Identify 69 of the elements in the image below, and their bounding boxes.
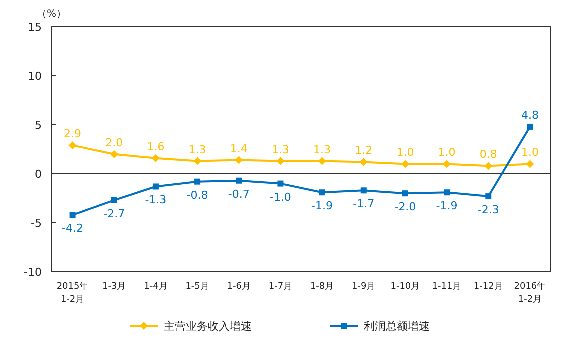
- data-label: -2.7: [104, 207, 126, 220]
- data-label: -1.9: [436, 200, 458, 213]
- data-label: 1.3: [272, 143, 290, 156]
- point: [319, 190, 326, 196]
- data-label: -0.8: [186, 188, 208, 202]
- data-label: 1.0: [438, 146, 456, 160]
- point: [527, 124, 534, 130]
- y-tick-label: -5: [31, 217, 42, 230]
- data-label: 1.4: [230, 142, 248, 156]
- x-tick-label: 1-4月: [144, 282, 168, 292]
- y-axis-title: （%）: [37, 9, 67, 20]
- x-tick-label: 1-5月: [186, 282, 210, 292]
- y-tick-label: 0: [35, 168, 42, 181]
- point: [484, 162, 493, 170]
- y-tick-label: -10: [24, 266, 42, 279]
- point: [111, 197, 118, 204]
- data-label: 1.3: [188, 143, 206, 156]
- legend-label: 主营业务收入增速: [164, 320, 252, 333]
- data-label: 0.8: [480, 148, 498, 162]
- point: [152, 184, 159, 190]
- data-label: 1.6: [147, 140, 165, 154]
- point: [486, 194, 492, 200]
- x-tick-label: 1-9月: [352, 282, 376, 292]
- x-tick-label: 2016年 1-2月: [514, 281, 546, 305]
- data-label: 4.8: [521, 108, 539, 122]
- point: [194, 178, 201, 185]
- data-label: -1.0: [270, 190, 292, 204]
- point: [152, 154, 160, 162]
- x-tick-label: 1-6月: [227, 282, 251, 292]
- y-tick-label: 15: [28, 21, 42, 34]
- point: [443, 160, 452, 168]
- point: [236, 178, 242, 184]
- data-label: 1.3: [314, 143, 332, 156]
- x-tick-label: 2015年 1-2月: [56, 281, 89, 305]
- data-label: 1.2: [355, 144, 373, 158]
- x-tick-label: 1-12月: [474, 282, 504, 292]
- data-label: 1.0: [396, 146, 414, 160]
- data-label: -1.3: [145, 194, 167, 207]
- point: [68, 142, 77, 150]
- point: [526, 160, 534, 168]
- point: [276, 157, 285, 166]
- point: [402, 190, 408, 197]
- point: [360, 188, 367, 194]
- legend-label: 利润总额增速: [364, 320, 430, 333]
- data-label: 1.0: [521, 146, 539, 160]
- data-label: -1.9: [312, 200, 334, 213]
- point: [318, 157, 326, 166]
- x-tick-label: 1-3月: [102, 282, 126, 292]
- data-label: -0.7: [228, 188, 250, 201]
- point: [444, 190, 450, 196]
- y-tick-label: 10: [28, 70, 42, 83]
- point: [360, 158, 368, 166]
- point: [70, 212, 76, 218]
- point: [194, 157, 202, 166]
- point: [401, 160, 410, 168]
- x-tick-label: 1-11月: [432, 282, 462, 292]
- data-label: -1.7: [353, 198, 375, 211]
- data-label: -4.2: [62, 222, 84, 236]
- point: [110, 150, 118, 158]
- x-tick-label: 1-8月: [310, 282, 334, 292]
- point: [235, 156, 244, 164]
- data-label: -2.0: [394, 200, 416, 214]
- x-tick-label: 1-7月: [268, 282, 293, 292]
- y-tick-label: 5: [35, 119, 42, 132]
- data-label: -2.3: [478, 204, 500, 217]
- data-label: 2.0: [106, 136, 124, 150]
- point: [278, 180, 284, 187]
- x-tick-label: 1-10月: [390, 282, 420, 292]
- data-label: 2.9: [64, 128, 82, 141]
